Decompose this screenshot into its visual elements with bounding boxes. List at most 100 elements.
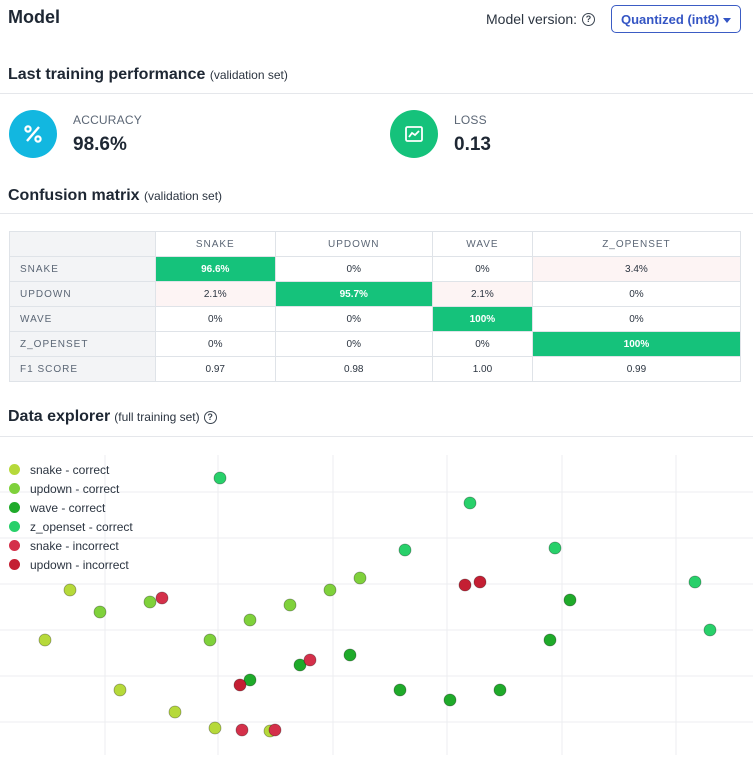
- legend-dot: [9, 483, 20, 494]
- table-cell: 0%: [274, 331, 433, 357]
- scatter-point: [343, 648, 357, 662]
- loss-label: LOSS: [454, 113, 487, 127]
- scatter-point: [303, 653, 317, 667]
- table-row: SNAKE 96.6% 0% 0% 3.4%: [9, 256, 742, 282]
- scatter-point: [143, 595, 157, 609]
- scatter-point: [443, 693, 457, 707]
- table-row: WAVE 0% 0% 100% 0%: [9, 306, 742, 332]
- scatter-point: [458, 578, 472, 592]
- scatter-point: [208, 721, 222, 735]
- divider: [0, 93, 753, 94]
- table-cell: 0%: [155, 331, 276, 357]
- scatter-point: [393, 683, 407, 697]
- model-version-text: Model version:: [486, 11, 578, 27]
- scatter-point: [93, 605, 107, 619]
- table-cell: 0.97: [155, 356, 276, 382]
- performance-title: Last training performance: [8, 66, 206, 83]
- scatter-point: [543, 633, 557, 647]
- scatter-point: [243, 673, 257, 687]
- scatter-point: [563, 593, 577, 607]
- scatter-point: [168, 705, 182, 719]
- scatter-legend: snake - correct updown - correct wave - …: [9, 460, 133, 574]
- row-header: Z_OPENSET: [9, 331, 156, 357]
- f1-score-row: F1 SCORE 0.97 0.98 1.00 0.99: [9, 356, 742, 382]
- table-cell: 96.6%: [155, 256, 276, 282]
- percent-icon: [9, 110, 57, 158]
- legend-dot: [9, 521, 20, 532]
- legend-dot: [9, 540, 20, 551]
- trend-chart-icon: [390, 110, 438, 158]
- model-version-dropdown[interactable]: Quantized (int8): [611, 5, 741, 33]
- model-version-value: Quantized (int8): [621, 11, 720, 27]
- help-icon[interactable]: ?: [582, 12, 596, 26]
- column-header: Z_OPENSET: [531, 231, 742, 257]
- explorer-title: Data explorer: [8, 408, 111, 425]
- confusion-subtitle: (validation set): [144, 189, 223, 203]
- scatter-point: [463, 496, 477, 510]
- divider: [0, 213, 753, 214]
- legend-dot: [9, 559, 20, 570]
- legend-dot: [9, 502, 20, 513]
- table-row: Z_OPENSET 0% 0% 0% 100%: [9, 331, 742, 357]
- table-cell: 100%: [431, 306, 533, 332]
- scatter-point: [703, 623, 717, 637]
- table-row: UPDOWN 2.1% 95.7% 2.1% 0%: [9, 281, 742, 307]
- table-header-row: SNAKE UPDOWN WAVE Z_OPENSET: [9, 231, 742, 257]
- legend-dot: [9, 464, 20, 475]
- row-header: WAVE: [9, 306, 156, 332]
- column-header: UPDOWN: [274, 231, 433, 257]
- table-cell: 0%: [274, 306, 433, 332]
- scatter-point: [398, 543, 412, 557]
- accuracy-label: ACCURACY: [73, 113, 142, 127]
- legend-item[interactable]: updown - correct: [9, 479, 133, 498]
- scatter-point: [38, 633, 52, 647]
- accuracy-value: 98.6%: [73, 134, 127, 155]
- row-header: F1 SCORE: [9, 356, 156, 382]
- divider: [0, 436, 753, 437]
- legend-label: updown - incorrect: [30, 557, 129, 572]
- legend-item[interactable]: wave - correct: [9, 498, 133, 517]
- table-cell: 2.1%: [431, 281, 533, 307]
- table-cell: 3.4%: [531, 256, 742, 282]
- table-cell: 0.99: [531, 356, 742, 382]
- column-header: SNAKE: [155, 231, 276, 257]
- legend-label: snake - incorrect: [30, 538, 119, 553]
- table-cell: 95.7%: [274, 281, 433, 307]
- scatter-point: [283, 598, 297, 612]
- table-cell: 0%: [531, 306, 742, 332]
- table-corner-cell: [9, 231, 156, 257]
- scatter-point: [155, 591, 169, 605]
- scatter-point: [113, 683, 127, 697]
- loss-value: 0.13: [454, 134, 491, 155]
- scatter-point: [63, 583, 77, 597]
- scatter-point: [235, 723, 249, 737]
- table-cell: 0%: [274, 256, 433, 282]
- confusion-title: Confusion matrix: [8, 187, 140, 204]
- model-title: Model: [8, 7, 60, 27]
- scatter-point: [473, 575, 487, 589]
- legend-label: snake - correct: [30, 462, 110, 477]
- confusion-matrix-table: SNAKE UPDOWN WAVE Z_OPENSET SNAKE 96.6% …: [9, 231, 742, 382]
- data-explorer-scatter[interactable]: [0, 437, 753, 774]
- performance-section-title: Last training performance (validation se…: [8, 66, 288, 84]
- legend-label: z_openset - correct: [30, 519, 133, 534]
- explorer-subtitle: (full training set): [114, 410, 200, 424]
- scatter-point: [203, 633, 217, 647]
- legend-item[interactable]: updown - incorrect: [9, 555, 133, 574]
- performance-subtitle: (validation set): [209, 68, 288, 82]
- table-cell: 0%: [431, 256, 533, 282]
- scatter-point: [323, 583, 337, 597]
- legend-item[interactable]: snake - incorrect: [9, 536, 133, 555]
- scatter-point: [213, 471, 227, 485]
- help-icon[interactable]: ?: [203, 410, 217, 424]
- scatter-point: [548, 541, 562, 555]
- chevron-down-icon: [723, 18, 731, 23]
- scatter-point: [233, 678, 247, 692]
- legend-item[interactable]: snake - correct: [9, 460, 133, 479]
- table-cell: 2.1%: [155, 281, 276, 307]
- scatter-point: [688, 575, 702, 589]
- legend-item[interactable]: z_openset - correct: [9, 517, 133, 536]
- row-header: SNAKE: [9, 256, 156, 282]
- explorer-section-title: Data explorer (full training set) ?: [8, 408, 217, 426]
- table-cell: 0%: [155, 306, 276, 332]
